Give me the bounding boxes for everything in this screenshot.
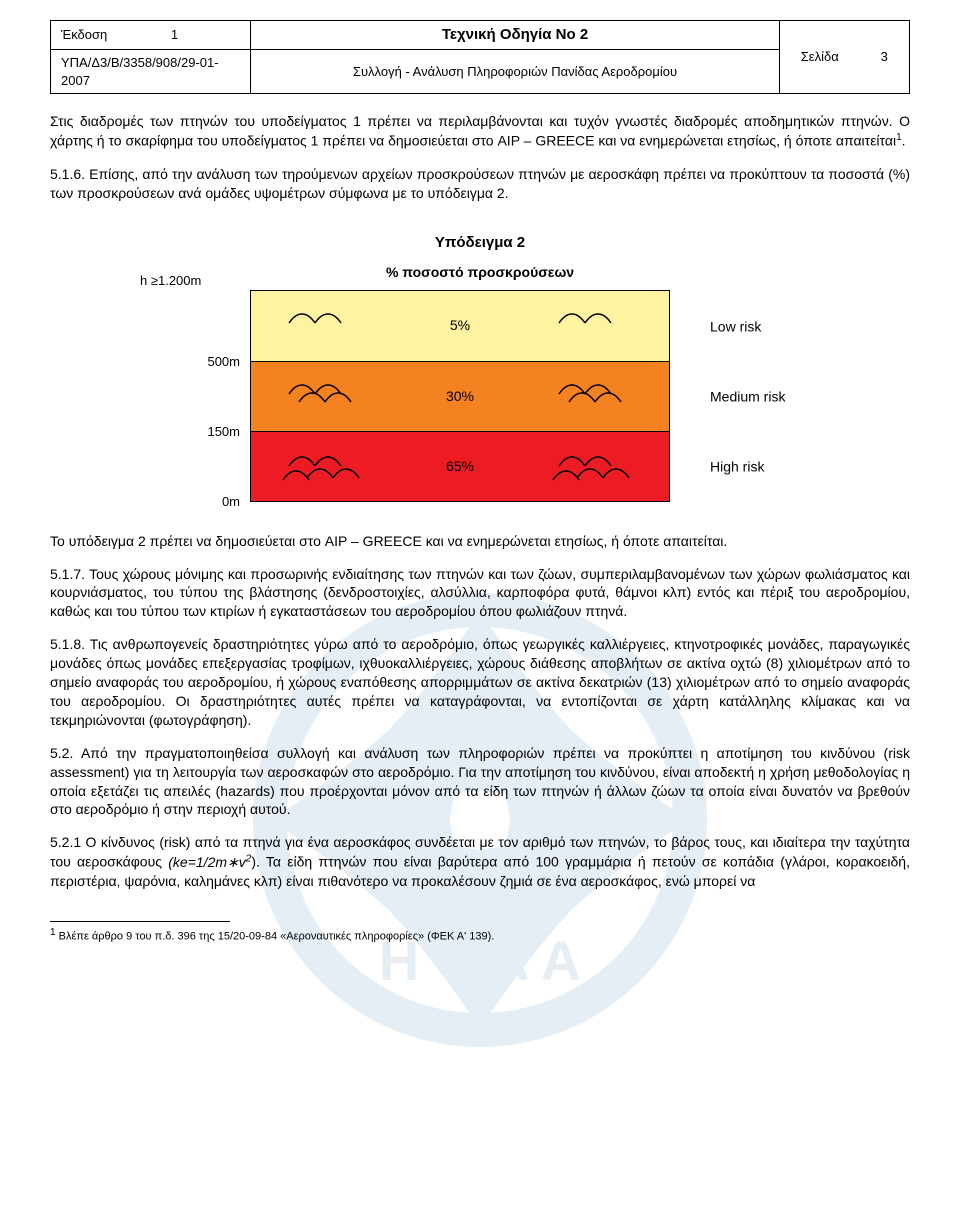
diagram-ypodeigma-2: Υπόδειγμα 2 % ποσοστό προσκρούσεων h ≥1.…: [50, 233, 910, 502]
doc-subtitle: Συλλογή - Ανάλυση Πληροφοριών Πανίδας Αε…: [251, 50, 780, 94]
page-number: 3: [860, 21, 910, 94]
footnote-rule: [50, 921, 230, 922]
diagram-y-axis: h ≥1.200m 500m 150m 0m: [140, 292, 250, 502]
risk-label: Low risk: [710, 317, 761, 336]
risk-band: 5%: [251, 291, 669, 361]
risk-band: 30%: [251, 361, 669, 431]
edition-cell: Έκδοση 1: [51, 21, 251, 50]
risk-band: 65%: [251, 431, 669, 501]
risk-label: High risk: [710, 457, 764, 476]
para-after-diagram: Το υπόδειγμα 2 πρέπει να δημοσιεύεται στ…: [50, 532, 910, 551]
band-pct: 65%: [446, 457, 474, 476]
y-label-top: h ≥1.200m: [140, 272, 201, 290]
page-label: Σελίδα: [780, 21, 860, 94]
doc-ref: ΥΠΑ/Δ3/Β/3358/908/29-01-2007: [51, 50, 251, 94]
para-5-1-8: 5.1.8. Τις ανθρωπογενείς δραστηριότητες …: [50, 635, 910, 729]
para-5-1-6: 5.1.6. Επίσης, από την ανάλυση των τηρού…: [50, 165, 910, 203]
edition-value: 1: [171, 26, 178, 44]
diagram-title: Υπόδειγμα 2: [50, 233, 910, 253]
footnote: 1 Βλέπε άρθρο 9 του π.δ. 396 της 15/20-0…: [50, 926, 910, 945]
para-5-1-7: 5.1.7. Τους χώρους μόνιμης και προσωρινή…: [50, 565, 910, 622]
doc-title: Τεχνική Οδηγία Νο 2: [251, 21, 780, 50]
diagram-bands: 5% 30% 65%: [250, 290, 670, 502]
band-pct: 5%: [450, 316, 470, 335]
y-label-0m: 0m: [222, 493, 240, 511]
edition-label: Έκδοση: [61, 27, 107, 42]
diagram-risk-labels: Low risk Medium risk High risk: [670, 292, 820, 502]
band-pct: 30%: [446, 387, 474, 406]
para-5-2: 5.2. Από την πραγματοποιηθείσα συλλογή κ…: [50, 744, 910, 820]
para-5-1-5: Στις διαδρομές των πτηνών του υποδείγματ…: [50, 112, 910, 150]
risk-label: Medium risk: [710, 387, 785, 406]
y-label-500m: 500m: [207, 353, 240, 371]
para-5-2-1: 5.2.1 Ο κίνδυνος (risk) από τα πτηνά για…: [50, 833, 910, 890]
y-label-150m: 150m: [207, 423, 240, 441]
document-header: Έκδοση 1 Τεχνική Οδηγία Νο 2 Σελίδα 3 ΥΠ…: [50, 20, 910, 94]
